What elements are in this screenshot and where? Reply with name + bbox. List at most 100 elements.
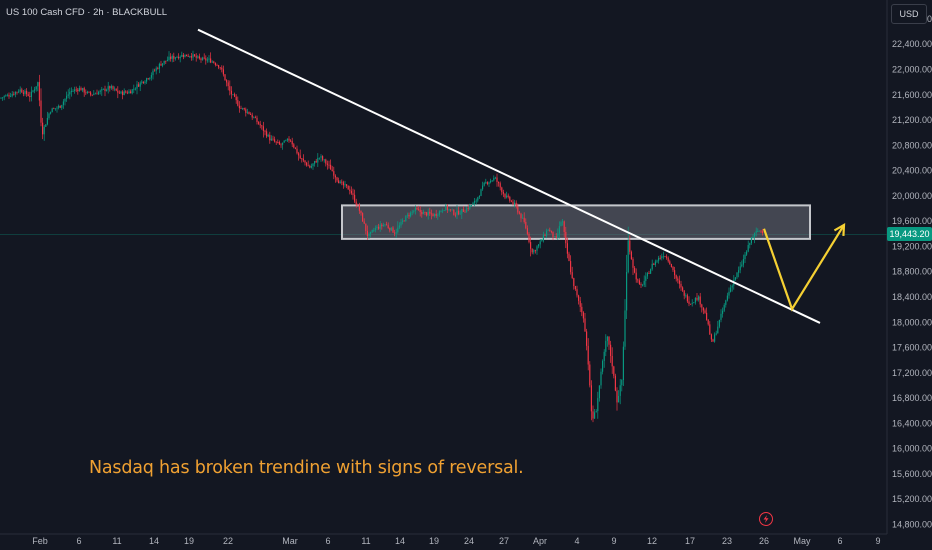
candle-body: [253, 117, 255, 119]
candle-body: [360, 210, 362, 214]
candle-body: [482, 185, 484, 190]
candle-body: [397, 227, 399, 233]
candle-body: [112, 86, 114, 89]
candle-body: [544, 234, 546, 236]
candle-body: [349, 189, 351, 191]
candle-body: [466, 208, 468, 212]
candle-body: [739, 266, 741, 271]
x-tick-label: Apr: [533, 536, 547, 546]
candle-body: [586, 331, 588, 346]
candle-body: [555, 236, 557, 238]
candle-body: [659, 257, 661, 259]
candle-body: [75, 89, 77, 91]
y-tick-label: 19,600.00: [892, 216, 932, 226]
candle-body: [611, 355, 613, 367]
candle-body: [147, 78, 149, 80]
candle-body: [291, 141, 293, 145]
candle-body: [272, 138, 274, 140]
candle-body: [398, 225, 400, 228]
candle-body: [661, 256, 663, 259]
candle-body: [59, 105, 61, 108]
candle-body: [691, 302, 693, 305]
candle-body: [666, 256, 668, 258]
candle-body: [608, 336, 610, 345]
candle-body: [557, 233, 559, 238]
candle-body: [606, 336, 608, 341]
candle-body: [704, 310, 706, 313]
candle-body: [243, 108, 245, 110]
candle-body: [514, 202, 516, 205]
candle-body: [181, 54, 183, 57]
candle-body: [603, 351, 605, 362]
candle-body: [242, 108, 244, 109]
candle-body: [104, 88, 106, 92]
candle-body: [752, 236, 754, 238]
candle-body: [192, 54, 194, 58]
candle-body: [454, 214, 456, 216]
candle-body: [363, 221, 365, 224]
candle-body: [11, 94, 13, 97]
candle-body: [98, 91, 100, 95]
candle-body: [722, 310, 724, 314]
candle-body: [437, 214, 439, 216]
candle-body: [531, 248, 533, 253]
candle-body: [448, 209, 450, 211]
candle-body: [328, 164, 330, 166]
candle-body: [502, 192, 504, 194]
candle-body: [306, 162, 308, 166]
candle-body: [560, 222, 562, 227]
candles-layer: [0, 50, 764, 423]
candle-body: [488, 182, 490, 184]
currency-button[interactable]: USD: [891, 4, 927, 24]
y-tick-label: 16,800.00: [892, 393, 932, 403]
candle-body: [669, 261, 671, 265]
candle-body: [190, 56, 192, 58]
candle-body: [331, 169, 333, 172]
candle-body: [53, 108, 55, 110]
y-tick-label: 19,200.00: [892, 241, 932, 251]
candle-body: [662, 256, 664, 258]
candle-body: [314, 161, 316, 164]
time-axis[interactable]: Feb 6 11 14 19 22 Mar 6 11 14 19 24 27 Apr 4 9 12 17 23 26 M…: [32, 536, 880, 546]
candle-body: [438, 211, 440, 215]
candle-body: [568, 253, 570, 262]
candle-body: [734, 277, 736, 280]
candle-body: [8, 94, 10, 97]
candle-body: [29, 95, 31, 97]
candle-body: [736, 272, 738, 278]
candle-body: [16, 91, 18, 93]
candle-body: [186, 54, 188, 57]
candle-body: [475, 200, 477, 202]
candle-body: [202, 57, 204, 60]
lightning-icon[interactable]: [759, 512, 773, 526]
candle-body: [629, 240, 631, 252]
candle-body: [643, 280, 645, 285]
y-tick-label: 20,400.00: [892, 166, 932, 176]
candle-body: [485, 182, 487, 183]
candle-body: [581, 306, 583, 313]
candle-body: [224, 74, 226, 81]
candle-body: [566, 243, 568, 254]
candle-body: [728, 291, 730, 296]
candle-body: [216, 65, 218, 66]
candle-body: [590, 385, 592, 412]
candle-body: [152, 70, 154, 76]
candle-body: [262, 126, 264, 131]
candle-body: [250, 114, 252, 115]
candle-body: [238, 105, 240, 109]
candle-body: [275, 141, 277, 143]
candle-body: [158, 63, 160, 69]
candle-body: [474, 201, 476, 203]
candle-body: [592, 411, 594, 419]
candle-body: [67, 94, 69, 96]
candle-body: [347, 185, 349, 190]
candle-body: [645, 276, 647, 281]
candle-body: [320, 156, 322, 158]
candle-body: [600, 371, 602, 386]
price-axis[interactable]: 22,800.0022,400.0022,000.0021,600.0021,2…: [892, 14, 932, 530]
x-tick-label: 9: [875, 536, 880, 546]
candle-body: [390, 227, 392, 231]
candle-body: [46, 118, 48, 125]
candle-body: [150, 75, 152, 78]
